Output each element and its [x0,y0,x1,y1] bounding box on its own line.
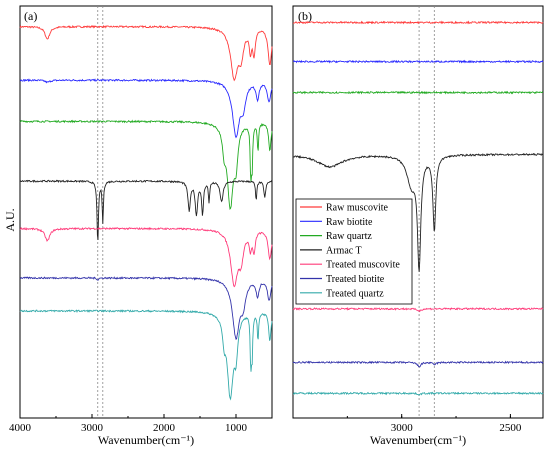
panel-a-ticks: 4000 3000 2000 1000 [9,414,273,434]
legend-entry: Raw biotite [326,217,373,228]
panel-a-label: (a) [24,9,37,23]
panel-b-label: (b) [298,9,312,23]
panel-b-frame [292,5,544,419]
series-a-raw-biotite [19,78,273,139]
series-a-raw-muscovite [19,24,273,82]
panel-a-x-axis-label: Wavenumber(cm⁻¹) [98,433,194,447]
series-a-armac-t [19,179,273,241]
series-b-raw-quartz [292,90,544,95]
x-tick-label: 1000 [225,422,248,434]
legend-entry: Raw muscovite [326,203,388,214]
series-a-raw-quartz [19,119,273,211]
series-a-treated-muscovite [19,226,273,288]
panel-b-ticks: 3000 2500 [292,414,522,434]
legend-entry: Raw quartz [326,231,372,242]
panel-b-x-axis-label: Wavenumber(cm⁻¹) [370,433,466,447]
panel-b-series [292,20,544,396]
legend: Raw muscovite Raw biotite Raw quartz Armac … [295,198,413,305]
series-b-treated-muscovite [292,306,544,313]
legend-entry: Treated muscovite [326,260,400,271]
legend-entry: Armac T [326,245,362,256]
series-a-treated-biotite [19,276,273,340]
y-axis-label: A.U. [3,208,17,231]
x-tick-label: 2500 [499,422,522,434]
panel-a-series [19,24,273,401]
x-tick-label: 4000 [9,422,32,434]
legend-box [295,198,413,305]
series-a-treated-quartz [19,309,273,401]
panel-a-frame [19,5,273,419]
x-tick-label: 2000 [153,422,176,434]
series-b-armac-t [292,152,544,272]
series-b-treated-quartz [292,391,544,396]
panel-b-reference-lines [418,6,435,418]
series-b-raw-biotite [292,59,544,64]
legend-entry: Treated biotite [326,274,385,285]
x-tick-label: 3000 [81,422,104,434]
legend-entry: Treated quartz [326,288,384,299]
x-tick-label: 3000 [391,422,414,434]
series-b-raw-muscovite [292,20,544,25]
series-b-treated-biotite [292,360,544,368]
